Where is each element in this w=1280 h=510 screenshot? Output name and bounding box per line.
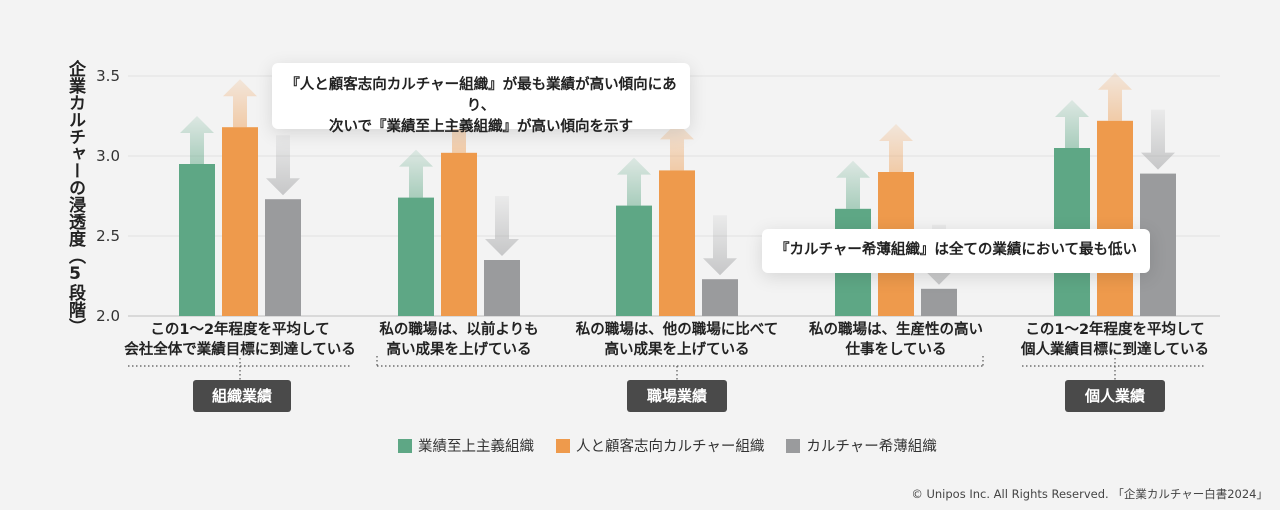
- annotation-top-line-1: 『人と顧客志向カルチャー組織』が最も業績が高い傾向にあり、: [285, 77, 677, 114]
- y-tick-label: 3.5: [96, 67, 120, 85]
- group-label-organization: 組織業績: [193, 380, 291, 412]
- bar: [1097, 120, 1133, 316]
- trend-arrow: [1055, 100, 1089, 148]
- annotation-bottom: 『カルチャー希薄組織』は全ての業績において最も低い: [762, 229, 1150, 273]
- bar: [179, 164, 215, 316]
- legend-label-2: 人と顧客志向カルチャー組織: [576, 439, 765, 455]
- trend-arrow: [1141, 109, 1175, 170]
- legend-item-2: 人と顧客志向カルチャー組織: [556, 435, 764, 456]
- bar: [441, 152, 477, 316]
- trend-arrow: [836, 160, 870, 209]
- bar: [222, 127, 258, 316]
- trend-arrow: [223, 79, 257, 128]
- bar: [921, 288, 957, 316]
- bar: [484, 260, 520, 316]
- annotation-top: 『人と顧客志向カルチャー組織』が最も業績が高い傾向にあり、 次いで『業績至上主義…: [272, 63, 690, 135]
- category-label: 個人業績目標に到達している: [1020, 340, 1209, 358]
- trend-arrow: [1098, 72, 1132, 121]
- category-label: この1～2年程度を平均して: [1025, 320, 1204, 338]
- trend-arrow: [485, 196, 519, 256]
- category-label: 私の職場は、以前よりも: [379, 320, 538, 338]
- category-label: 高い成果を上げている: [387, 340, 532, 358]
- legend-item-3: カルチャー希薄組織: [786, 435, 937, 456]
- bar: [616, 205, 652, 316]
- group-label-workplace: 職場業績: [627, 380, 727, 412]
- copyright: © Unipos Inc. All Rights Reserved. 「企業カル…: [911, 487, 1268, 501]
- legend-item-1: 業績至上主義組織: [398, 435, 534, 456]
- group-label-individual: 個人業績: [1065, 380, 1165, 412]
- category-label: 高い成果を上げている: [605, 340, 750, 358]
- trend-arrow: [703, 215, 737, 276]
- legend-swatch-1: [398, 438, 412, 453]
- bar: [702, 279, 738, 316]
- category-label: この1～2年程度を平均して: [150, 320, 329, 338]
- legend-swatch-3: [786, 438, 801, 453]
- category-label: 会社全体で業績目標に到達している: [124, 340, 356, 358]
- trend-arrow: [266, 135, 300, 196]
- bar: [659, 170, 695, 316]
- y-tick-label: 2.0: [96, 307, 120, 325]
- category-label: 私の職場は、他の職場に比べて: [576, 320, 778, 338]
- legend-label-3: カルチャー希薄組織: [806, 439, 937, 455]
- category-label: 私の職場は、生産性の高い: [809, 320, 983, 338]
- trend-arrow: [617, 157, 651, 206]
- bar: [398, 197, 434, 316]
- trend-arrow: [660, 122, 694, 171]
- y-tick-label: 3.0: [96, 147, 120, 165]
- legend-label-1: 業績至上主義組織: [418, 439, 534, 455]
- annotation-top-line-2: 次いで『業績至上主義組織』が高い傾向を示す: [328, 119, 634, 135]
- annotation-bottom-line-1: 『カルチャー希薄組織』は全ての業績において最も低い: [775, 242, 1137, 258]
- y-axis-label: 企業カルチャーの浸透度（5段階）: [65, 60, 85, 335]
- category-label: 仕事をしている: [844, 340, 946, 358]
- legend-swatch-2: [556, 438, 570, 453]
- legend: 業績至上主義組織 人と顧客志向カルチャー組織 カルチャー希薄組織: [398, 435, 937, 456]
- trend-arrow: [180, 116, 214, 164]
- trend-arrow: [879, 124, 913, 172]
- y-tick-label: 2.5: [96, 227, 120, 245]
- trend-arrow: [399, 149, 433, 198]
- bar: [265, 199, 301, 316]
